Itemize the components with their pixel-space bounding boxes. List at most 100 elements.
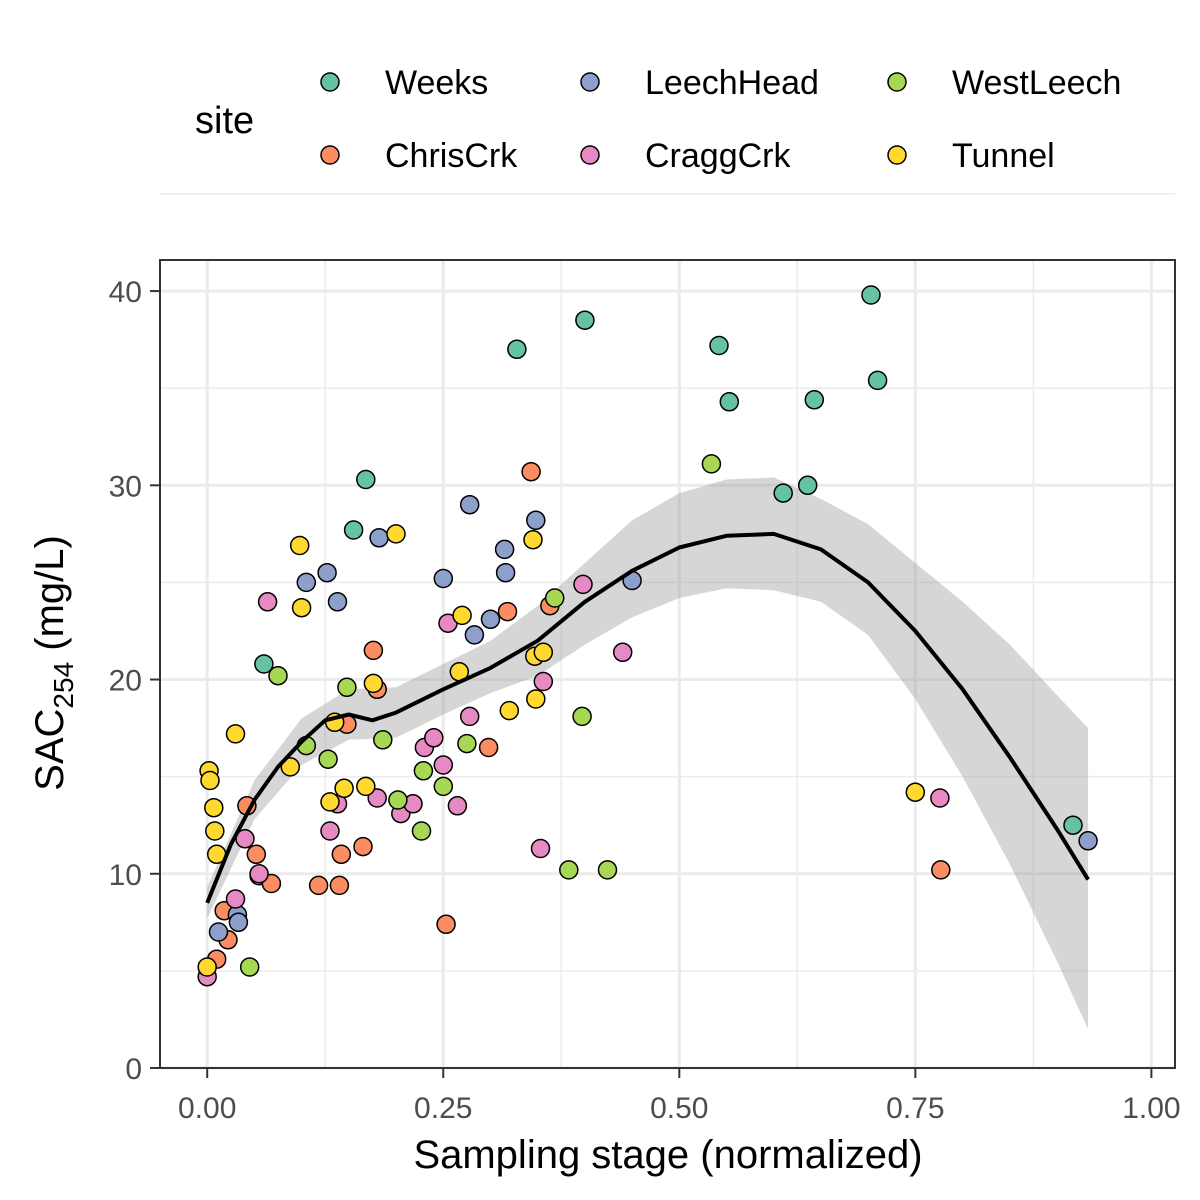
smooth-line — [205, 531, 1090, 904]
x-tick-label: 0.50 — [650, 1092, 708, 1125]
point-chriscrk — [521, 461, 541, 482]
x-tick-label: 0.75 — [886, 1092, 944, 1125]
point-leechhead — [459, 494, 480, 515]
point-westleech — [373, 730, 393, 750]
x-axis-title: Sampling stage (normalized) — [413, 1133, 922, 1177]
plot-panel — [159, 193, 1176, 1070]
point-chriscrk — [353, 836, 373, 857]
legend: site Weeks ChrisCrk LeechHead CraggCrk WestL… — [195, 64, 1121, 175]
points-layer — [197, 285, 1098, 987]
legend-label: LeechHead — [645, 64, 819, 102]
point-leechhead — [228, 912, 249, 933]
legend-key-leechhead — [580, 72, 600, 92]
legend-label: CraggCrk — [645, 137, 791, 175]
point-westleech — [559, 860, 579, 880]
point-weeks — [507, 339, 527, 360]
legend-key-weeks — [320, 72, 340, 92]
point-weeks — [1063, 815, 1083, 835]
point-craggcrk — [225, 889, 246, 909]
point-chriscrk — [436, 914, 456, 935]
point-craggcrk — [573, 574, 593, 595]
point-westleech — [388, 790, 408, 810]
point-tunnel — [905, 782, 926, 802]
y-tick-label: 0 — [125, 1053, 142, 1086]
x-tick-label: 0.00 — [178, 1092, 236, 1125]
point-leechhead — [495, 562, 516, 583]
panel-background — [160, 260, 1175, 1068]
legend-item-chriscrk: ChrisCrk — [320, 137, 518, 175]
legend-title: site — [195, 100, 254, 142]
point-craggcrk — [424, 728, 444, 748]
point-chriscrk — [478, 737, 499, 758]
point-tunnel — [363, 673, 384, 694]
legend-item-westleech: WestLeech — [887, 64, 1121, 102]
point-westleech — [457, 733, 477, 754]
point-westleech — [413, 761, 434, 781]
confidence-band — [207, 477, 1089, 1030]
y-axis-title-subscript: 254 — [48, 662, 79, 709]
point-westleech — [239, 957, 260, 977]
point-leechhead — [526, 510, 546, 531]
point-craggcrk — [930, 788, 950, 808]
point-weeks — [719, 392, 740, 412]
x-axis: 0.00 0.25 0.50 0.75 1.00 — [178, 1068, 1181, 1125]
legend-key-tunnel — [887, 145, 907, 165]
y-tick-label: 40 — [109, 276, 142, 309]
point-chriscrk — [308, 875, 329, 896]
point-weeks — [861, 285, 881, 305]
point-leechhead — [327, 592, 348, 612]
point-leechhead — [1078, 831, 1098, 851]
point-craggcrk — [459, 706, 480, 727]
legend-item-leechhead: LeechHead — [580, 64, 819, 102]
legend-item-weeks: Weeks — [320, 64, 488, 102]
point-craggcrk — [533, 671, 554, 692]
point-westleech — [701, 454, 722, 474]
y-tick-label: 10 — [109, 859, 142, 892]
point-craggcrk — [367, 788, 387, 808]
point-craggcrk — [320, 821, 340, 841]
y-axis: 0 10 20 30 40 — [109, 276, 160, 1086]
point-weeks — [797, 475, 818, 496]
point-craggcrk — [257, 592, 278, 612]
point-westleech — [572, 706, 592, 727]
legend-label: ChrisCrk — [385, 137, 518, 175]
y-axis-title-main: SAC — [28, 709, 72, 791]
point-leechhead — [480, 609, 501, 630]
point-weeks — [773, 483, 793, 503]
point-tunnel — [533, 642, 554, 663]
point-weeks — [343, 520, 364, 540]
x-tick-label: 1.00 — [1122, 1092, 1180, 1125]
legend-key-chriscrk — [320, 145, 340, 165]
y-tick-label: 30 — [109, 470, 142, 503]
point-tunnel — [200, 770, 220, 791]
panel-border — [159, 259, 1176, 1069]
point-chriscrk — [363, 640, 384, 661]
point-westleech — [268, 665, 288, 686]
point-craggcrk — [433, 755, 454, 775]
point-westleech — [411, 821, 432, 841]
point-tunnel — [334, 778, 354, 799]
point-weeks — [804, 390, 825, 410]
point-tunnel — [280, 757, 301, 777]
legend-label: Tunnel — [952, 137, 1055, 175]
point-craggcrk — [612, 642, 633, 663]
point-chriscrk — [246, 844, 267, 865]
point-tunnel — [526, 689, 546, 709]
point-westleech — [337, 677, 357, 698]
x-tick-label: 0.25 — [414, 1092, 472, 1125]
y-axis-title-unit: (mg/L) — [28, 535, 72, 662]
point-leechhead — [208, 922, 229, 942]
legend-item-craggcrk: CraggCrk — [580, 137, 791, 175]
y-axis-title: SAC254 (mg/L) — [28, 535, 79, 791]
point-tunnel — [452, 605, 472, 626]
confidence-band-layer — [207, 477, 1089, 1030]
point-tunnel — [523, 529, 543, 550]
point-chriscrk — [329, 875, 350, 896]
point-leechhead — [433, 568, 454, 589]
point-tunnel — [289, 535, 310, 556]
point-tunnel — [204, 797, 224, 818]
point-tunnel — [499, 700, 520, 721]
point-craggcrk — [249, 864, 269, 884]
point-craggcrk — [447, 796, 468, 816]
